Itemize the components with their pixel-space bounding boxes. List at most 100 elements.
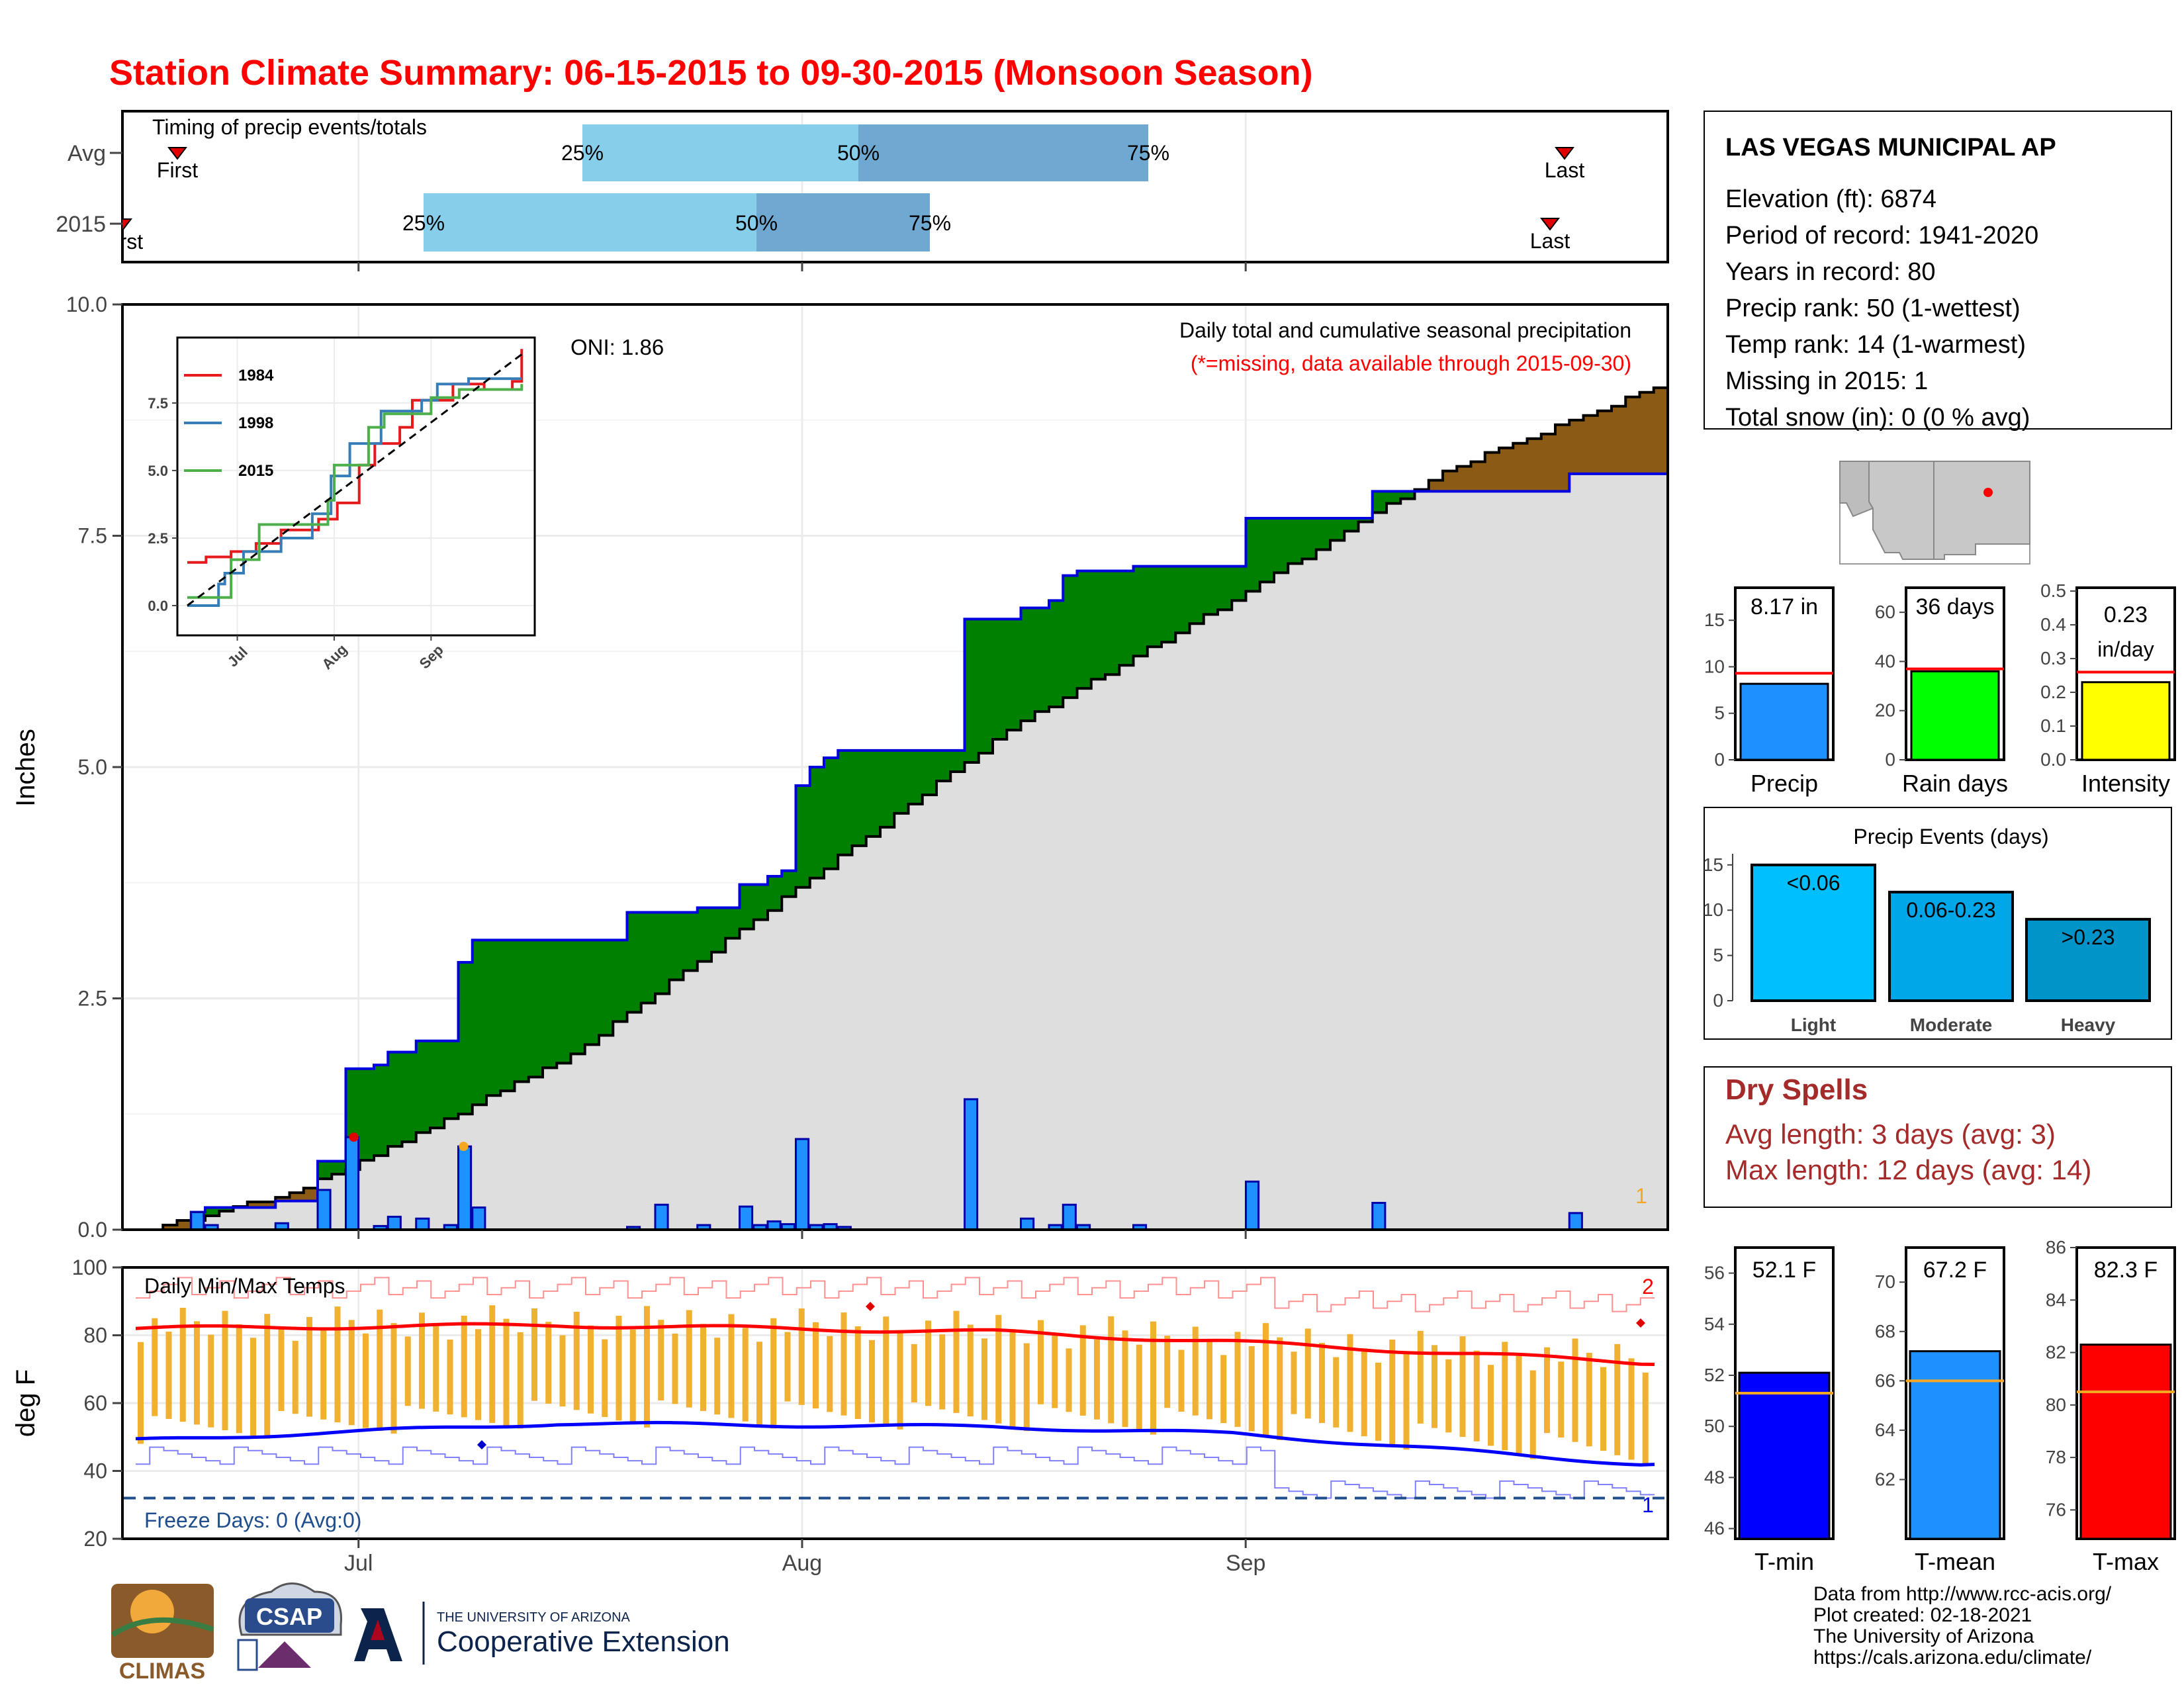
temp-bar-value-label: 82.3 F [2094, 1257, 2158, 1283]
csap-logo-text: CSAP [256, 1603, 322, 1630]
events-bar-value-label: >0.23 [2062, 925, 2115, 949]
temps-x-tick-label: Sep [1226, 1551, 1266, 1576]
precip-y-tick-label: 5.0 [78, 755, 107, 779]
precip-surplus-band [1063, 575, 1078, 698]
temps-daily-range-bar [700, 1324, 706, 1411]
temps-daily-range-bar [1178, 1349, 1185, 1412]
precip-daily-bar [387, 1215, 402, 1231]
mini-bar-y-tick-label: 20 [1875, 700, 1895, 721]
precip-daily-bar [1371, 1201, 1387, 1231]
precip-surplus-band [528, 940, 543, 1077]
precip-daily-bar [964, 1098, 979, 1231]
temps-daily-range-bar [404, 1336, 411, 1406]
temps-daily-range-bar [1432, 1345, 1437, 1428]
timing-avg-q25-q50-box [582, 124, 858, 181]
temps-daily-range-bar [1052, 1334, 1058, 1408]
temps-y-tick-label: 40 [83, 1459, 107, 1483]
temps-daily-range-bar [1079, 1325, 1086, 1416]
mini-bar-value [1910, 670, 2000, 761]
temps-daily-range-bar [588, 1325, 594, 1414]
precip-surplus-band [1387, 491, 1401, 504]
precip-deficit-band [289, 1193, 304, 1201]
locator-map-new-mexico [1933, 461, 2030, 560]
temp-bar-y-tick-label: 82 [2046, 1342, 2066, 1363]
precip-surplus-band [627, 912, 642, 1013]
precip-surplus-band [584, 940, 600, 1045]
temps-daily-range-bar [897, 1330, 903, 1430]
precip-surplus-band [824, 758, 839, 869]
mini-bar-y-tick-label: 10 [1704, 656, 1725, 676]
precip-deficit-band [1653, 387, 1668, 474]
temp-bar-y-tick-label: 50 [1704, 1416, 1725, 1436]
temps-daily-range-bar [615, 1316, 622, 1421]
precip-surplus-band [978, 619, 993, 754]
inset-frame [176, 336, 536, 637]
precip-surplus-band [1007, 619, 1022, 731]
temps-daily-range-bar [531, 1308, 537, 1401]
temps-daily-range-bar [194, 1321, 200, 1425]
mini-bar-y-tick-label: 0.0 [2040, 749, 2066, 770]
temps-average-max-line [135, 1322, 1655, 1367]
timing-avg-last-label: Last [1545, 158, 1585, 182]
climas-logo-swoosh [111, 1617, 214, 1637]
temps-record-high-marker [866, 1302, 875, 1311]
precip-surplus-band [1147, 566, 1162, 647]
temps-daily-range-bar [278, 1327, 285, 1411]
precip-deficit-band [1639, 392, 1655, 474]
temps-daily-range-bar [629, 1329, 636, 1424]
ua-logo-big-text: Cooperative Extension [437, 1625, 730, 1658]
precip-caption: Daily total and cumulative seasonal prec… [1179, 318, 1631, 342]
precip-deficit-band [1428, 480, 1443, 492]
temp-bar-y-tick-label: 64 [1875, 1420, 1895, 1440]
precip-surplus-band [1232, 566, 1247, 601]
precip-daily-bar [795, 1138, 810, 1231]
mini-bar-y-tick-label: 40 [1875, 651, 1895, 671]
station-missing: Missing in 2015: 1 [1725, 367, 1928, 395]
temp-bar-axis-label: T-min [1754, 1548, 1814, 1575]
temp-bar-y-tick-label: 54 [1704, 1314, 1725, 1334]
precip-deficit-band [1597, 410, 1612, 474]
temps-daily-range-bar [1516, 1355, 1522, 1455]
precip-y-tick-label: 0.0 [78, 1218, 107, 1242]
temps-x-tick-label: Jul [344, 1551, 373, 1576]
temps-daily-range-bar [208, 1334, 214, 1428]
precip-daily-bar [457, 1145, 473, 1231]
temperature-mini-bar-charts: 52.1 F 46 48 50 52 54 56 T-min 67.2 F 62 64 66 68 70 T… [1704, 1237, 2176, 1575]
temps-daily-range-bar [236, 1324, 242, 1434]
temps-daily-range-bar [152, 1318, 158, 1416]
inset-average-line [187, 353, 523, 607]
temps-daily-range-bar [1038, 1320, 1044, 1404]
dry-spells-box: Dry Spells Avg length: 3 days (avg: 3) M… [1704, 1066, 2172, 1208]
timing-2015-q75-label: 75% [909, 211, 951, 235]
temps-daily-range-bar [390, 1323, 397, 1434]
temps-panel: 20 40 60 80 100 Jul Aug Sep deg F Daily Min/Ma… [11, 1256, 1669, 1576]
precip-surplus-band [1330, 518, 1345, 541]
station-years-in-record: Years in record: 80 [1725, 258, 1936, 286]
precip-average-cumulative-line [149, 386, 1668, 1231]
temps-daily-range-bar [1192, 1326, 1199, 1416]
precip-surplus-band [219, 1207, 234, 1212]
precip-daily-bar [1568, 1212, 1583, 1231]
precip-surplus-band [964, 619, 979, 763]
temps-record-high-line [136, 1277, 1655, 1312]
temps-daily-range-bar [292, 1340, 298, 1414]
temps-average-min-line [135, 1420, 1655, 1467]
precip-surplus-band [796, 785, 811, 888]
precip-surplus-band [557, 940, 572, 1064]
events-y-tick-label: 15 [1703, 854, 1723, 875]
temps-daily-range-bar [672, 1334, 678, 1404]
temps-daily-range-bar [250, 1338, 256, 1436]
inset-y-tick-label: 5.0 [148, 463, 168, 479]
temps-daily-range-bar [714, 1338, 721, 1415]
temps-daily-range-bar [1164, 1336, 1171, 1408]
precip-cumulative-areas [149, 386, 1668, 1231]
temps-daily-range-bar [1614, 1344, 1621, 1455]
inset-legend: 1984 1998 2015 [184, 367, 274, 480]
temps-record-low-count: 1 [1642, 1493, 1654, 1517]
freeze-days-label: Freeze Days: 0 (Avg:0) [144, 1508, 361, 1532]
precip-surplus-band [782, 870, 797, 897]
temps-daily-range-bar [1403, 1353, 1410, 1450]
precip-daily-bar [190, 1211, 205, 1231]
locator-map [1839, 461, 2030, 565]
